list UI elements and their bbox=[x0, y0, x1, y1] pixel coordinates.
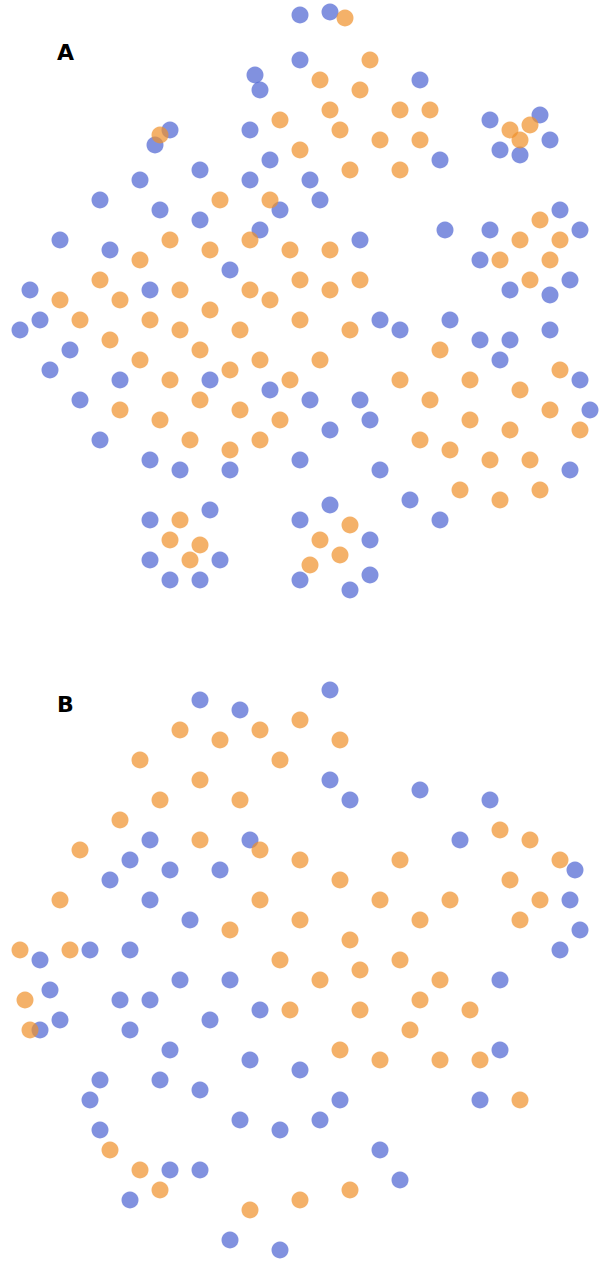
svg-text:A: A bbox=[57, 40, 74, 65]
svg-text:B: B bbox=[57, 692, 74, 717]
